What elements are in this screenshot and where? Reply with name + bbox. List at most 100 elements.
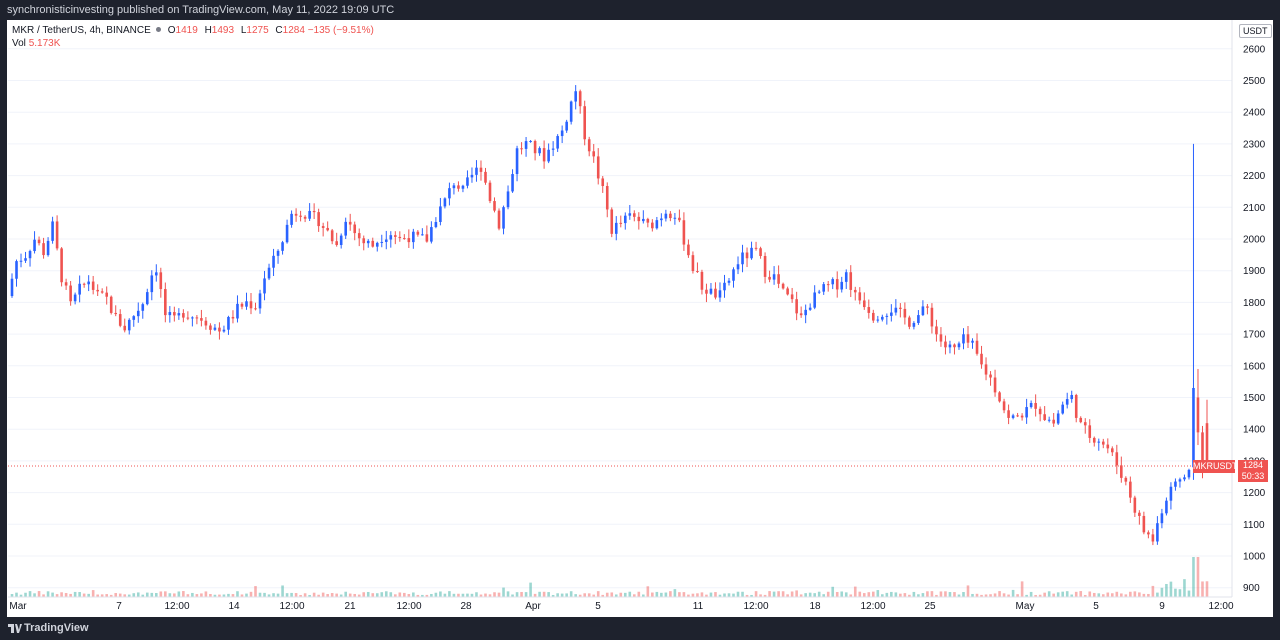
candle-body [479,167,483,172]
candle-body [935,326,938,335]
volume-bar [155,593,158,597]
candle-body [1111,448,1114,453]
y-tick-label: 1200 [1243,488,1266,499]
x-tick-label: 14 [228,601,240,612]
candle-body [790,294,794,300]
candle-body [628,213,632,216]
volume-bar [276,593,280,597]
volume-bar [777,591,780,597]
x-tick-label: 12:00 [279,601,304,612]
volume-bar [614,594,618,597]
legend-symbol[interactable]: MKR / TetherUS, 4h, BINANCE [12,25,151,36]
candle-body [1034,402,1037,409]
candle-body [1129,481,1132,498]
volume-bar [926,591,929,597]
volume-bar [69,593,72,597]
volume-bar [389,592,393,597]
legend-ohlc-row: MKR / TetherUS, 4h, BINANCE O1419 H1493 L… [12,25,374,38]
volume-bar [876,590,880,597]
candle-body [844,272,848,282]
candle-body [709,288,713,294]
volume-bar [466,593,469,597]
volume-bar [294,593,298,597]
volume-bar [109,594,113,597]
volume-bar [439,591,442,597]
volume-bar [1097,593,1101,597]
volume-bar [569,591,573,597]
volume-bar [1011,589,1015,597]
volume-bar [962,592,965,597]
volume-bar [966,585,970,597]
candle-body [204,320,208,326]
volume-bar [655,591,659,597]
x-tick-label: 9 [1159,601,1165,612]
candle-body [430,227,433,242]
candle-body [380,241,384,243]
candle-body [506,191,510,208]
volume-bar [574,594,577,597]
volume-bar [601,594,605,597]
volume-bar [727,593,731,597]
candle-body [1156,523,1159,542]
candle-body [1151,534,1155,542]
price-scale-unit-button[interactable]: USDT [1239,24,1272,38]
volume-bar [953,592,956,597]
candle-body [741,252,744,265]
candle-body [592,151,596,157]
candle-body [488,182,492,202]
volume-bar [885,592,889,597]
candle-body [457,185,460,189]
candle-body [944,341,947,348]
tradingview-brand[interactable]: TradingView [24,622,89,634]
candle-body [1070,395,1074,400]
candle-body [745,252,749,259]
volume-bar [605,592,609,597]
candle-body [421,234,424,236]
candle-body [1074,395,1078,418]
candle-body [524,141,528,149]
volume-bar [560,593,564,597]
volume-bar [1111,593,1114,597]
volume-bar [145,592,149,597]
y-tick-label: 1500 [1243,393,1266,404]
volume-bar [33,593,36,597]
candle-body [542,148,546,162]
volume-bar [15,592,18,597]
volume-bar [371,593,375,597]
volume-bar [222,594,226,597]
volume-bar [1106,592,1110,597]
volume-bar [1020,581,1024,597]
volume-bar [917,594,920,597]
volume-bar [1038,594,1042,597]
volume-bar [173,593,176,597]
candle-body [497,210,501,229]
volume-bar [353,593,357,597]
volume-bar [272,593,275,597]
y-tick-label: 2600 [1243,44,1266,55]
candle-body [678,217,681,221]
candle-body [1092,437,1096,443]
candlestick-chart[interactable]: 9001000110012001300140015001600170018001… [0,0,1280,617]
candle-body [254,308,257,310]
volume-bar [344,591,347,597]
candle-body [118,314,122,326]
candle-body [1038,408,1042,415]
candle-body [267,267,271,279]
candle-body [732,269,735,281]
volume-bar [984,594,988,597]
candle-body [912,322,916,327]
volume-bar [813,593,816,597]
candle-body [272,255,275,268]
candle-body [1174,481,1177,487]
price-scale-background [1232,20,1273,597]
candle-body [614,222,618,234]
volume-bar [55,594,59,597]
volume-bar [736,591,740,597]
candle-body [556,136,559,149]
candle-body [1043,414,1046,421]
volume-bar [1083,594,1087,597]
volume-bar [971,593,974,597]
volume-bar [380,592,384,597]
candle-body [155,272,158,276]
candle-body [348,221,352,225]
